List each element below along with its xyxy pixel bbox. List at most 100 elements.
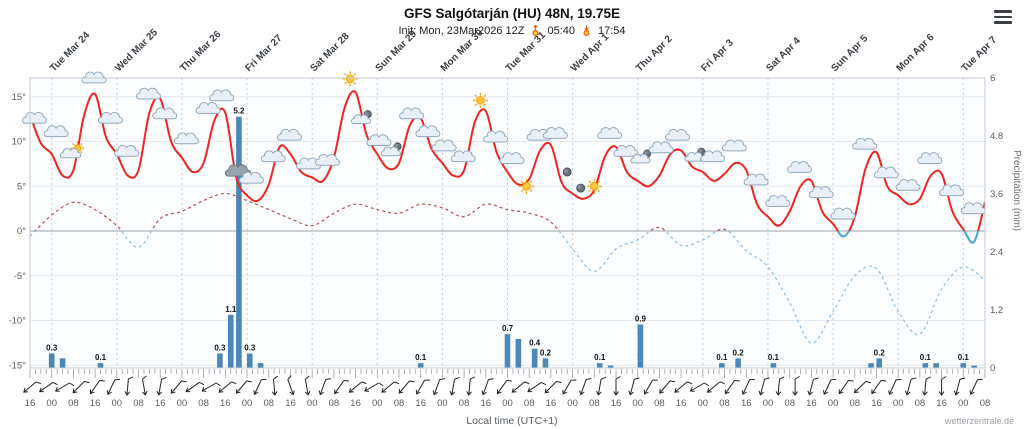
precip-bars: 0.30.10.31.15.20.30.10.70.40.20.10.90.10… [46,107,977,369]
svg-text:08: 08 [329,398,340,409]
svg-text:00: 00 [307,398,318,409]
svg-text:08: 08 [394,398,405,409]
svg-text:08: 08 [133,398,144,409]
svg-text:0.4: 0.4 [529,339,541,348]
svg-text:00: 00 [958,398,969,409]
svg-text:08: 08 [850,398,861,409]
svg-text:5°: 5° [17,181,26,192]
svg-text:00: 00 [567,398,578,409]
svg-text:0.1: 0.1 [958,353,970,362]
svg-text:00: 00 [763,398,774,409]
svg-text:00: 00 [46,398,57,409]
svg-text:Sun Apr 5: Sun Apr 5 [829,33,870,74]
svg-text:-10°: -10° [8,316,26,327]
svg-text:00: 00 [437,398,448,409]
time-minor-ticks [29,369,986,378]
svg-text:08: 08 [654,398,665,409]
svg-text:Fri Apr 3: Fri Apr 3 [699,37,736,74]
precip-axis-tick-labels: 6 4.8 3.6 2.4 1.2 0 [990,73,1003,374]
svg-text:08: 08 [68,398,79,409]
svg-text:08: 08 [915,398,926,409]
svg-text:0.3: 0.3 [244,344,256,353]
svg-text:0°: 0° [17,226,26,237]
watermark: wetterzentrale.de [944,416,1014,426]
svg-text:16: 16 [350,398,361,409]
svg-text:16: 16 [871,398,882,409]
svg-text:6: 6 [990,73,995,84]
svg-text:08: 08 [198,398,209,409]
svg-text:0.1: 0.1 [95,353,107,362]
svg-text:Wed Apr 1: Wed Apr 1 [569,31,612,74]
svg-text:08: 08 [589,398,600,409]
menu-icon[interactable] [994,10,1012,27]
svg-text:16: 16 [741,398,752,409]
svg-text:00: 00 [893,398,904,409]
svg-text:-5°: -5° [14,271,26,282]
svg-text:16: 16 [220,398,231,409]
precip-axis-label: Precipitation (mm) [1011,150,1022,232]
svg-text:Fri Mar 27: Fri Mar 27 [243,33,284,74]
svg-text:0.9: 0.9 [635,315,647,324]
svg-text:0.2: 0.2 [540,348,552,357]
svg-text:10°: 10° [12,137,27,148]
weather-icons [21,71,986,220]
svg-text:0.2: 0.2 [733,348,745,357]
svg-text:0.7: 0.7 [502,324,514,333]
svg-text:0.1: 0.1 [594,353,606,362]
svg-text:0.1: 0.1 [920,353,932,362]
svg-text:16: 16 [936,398,947,409]
svg-text:1.2: 1.2 [990,305,1003,316]
svg-text:08: 08 [264,398,275,409]
temp-axis-labels: 15° 10° 5° 0° -5° -10° -15° [8,92,27,371]
svg-text:16: 16 [481,398,492,409]
svg-text:15°: 15° [12,92,27,103]
svg-text:0.3: 0.3 [214,344,226,353]
svg-text:08: 08 [459,398,470,409]
svg-text:Wed Mar 25: Wed Mar 25 [113,27,160,74]
svg-text:00: 00 [372,398,383,409]
svg-text:0.2: 0.2 [874,348,886,357]
svg-text:Tue Mar 31: Tue Mar 31 [504,30,549,75]
svg-text:Mon Mar 30: Mon Mar 30 [439,27,486,74]
svg-text:5.2: 5.2 [233,107,245,116]
svg-text:08: 08 [980,398,991,409]
svg-text:00: 00 [242,398,253,409]
dewpoint-curve [30,192,985,344]
svg-text:3.6: 3.6 [990,189,1003,200]
svg-text:16: 16 [155,398,166,409]
xaxis-title: Local time (UTC+1) [466,415,558,427]
svg-text:4.8: 4.8 [990,131,1003,142]
svg-text:-15°: -15° [8,360,26,371]
svg-text:1.1: 1.1 [225,305,237,314]
svg-text:Sat Mar 28: Sat Mar 28 [309,31,352,74]
svg-text:08: 08 [719,398,730,409]
svg-text:00: 00 [112,398,123,409]
svg-text:16: 16 [25,398,36,409]
svg-text:16: 16 [415,398,426,409]
svg-text:Sun Mar 29: Sun Mar 29 [374,28,420,74]
wind-barbs [23,375,983,396]
time-tick-labels: 16 00 08 16 00 08 16 00 08 16 00 08 16 00 08 16 00 08 16 00… [25,398,991,409]
svg-text:0.1: 0.1 [415,353,427,362]
svg-text:0: 0 [990,363,995,374]
svg-text:Mon Apr 6: Mon Apr 6 [895,32,937,74]
svg-text:Sat Apr 4: Sat Apr 4 [764,35,803,74]
svg-text:0.1: 0.1 [716,353,728,362]
svg-text:08: 08 [524,398,535,409]
svg-text:16: 16 [90,398,101,409]
svg-text:Thu Apr 2: Thu Apr 2 [634,33,675,74]
temperature-curve [30,90,985,244]
svg-text:0.1: 0.1 [768,353,780,362]
svg-text:2.4: 2.4 [990,247,1003,258]
svg-text:16: 16 [806,398,817,409]
svg-text:00: 00 [698,398,709,409]
svg-text:00: 00 [632,398,643,409]
svg-text:00: 00 [177,398,188,409]
svg-text:16: 16 [611,398,622,409]
svg-text:16: 16 [676,398,687,409]
svg-text:Tue Apr 7: Tue Apr 7 [960,34,1000,74]
svg-text:16: 16 [285,398,296,409]
svg-text:Thu Mar 26: Thu Mar 26 [178,29,223,74]
